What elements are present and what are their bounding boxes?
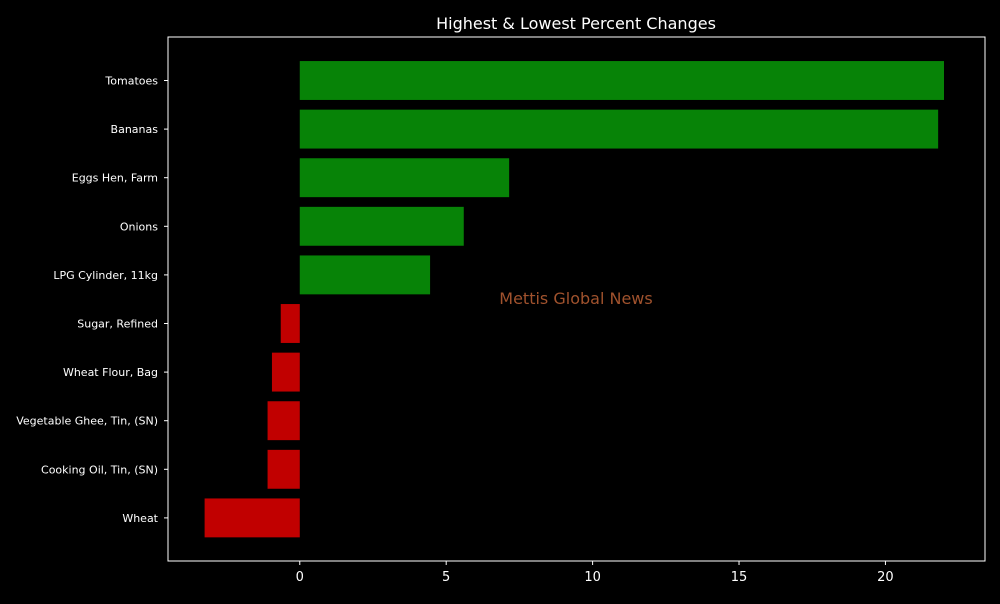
y-tick-label: Sugar, Refined bbox=[77, 318, 158, 331]
bar bbox=[271, 352, 300, 392]
chart-title: Highest & Lowest Percent Changes bbox=[436, 14, 716, 33]
y-tick-label: Vegetable Ghee, Tin, (SN) bbox=[16, 415, 158, 428]
bar bbox=[299, 206, 464, 246]
bar bbox=[299, 109, 939, 149]
y-tick-label: Onions bbox=[120, 220, 158, 233]
bar bbox=[299, 61, 945, 100]
x-tick-label: 5 bbox=[442, 570, 450, 585]
x-tick-label: 20 bbox=[877, 570, 894, 585]
bar bbox=[204, 498, 300, 538]
x-tick-label: 0 bbox=[296, 570, 304, 585]
bars-layer bbox=[204, 61, 945, 538]
y-tick-label: Wheat Flour, Bag bbox=[63, 366, 158, 379]
bar bbox=[299, 158, 510, 198]
bar bbox=[299, 255, 431, 295]
bar bbox=[267, 401, 300, 441]
watermark-text: Mettis Global News bbox=[499, 289, 652, 308]
y-tick-label: Cooking Oil, Tin, (SN) bbox=[41, 463, 158, 476]
y-tick-label: LPG Cylinder, 11kg bbox=[53, 269, 158, 282]
y-tick-label: Bananas bbox=[111, 123, 159, 136]
y-tick-label: Eggs Hen, Farm bbox=[72, 172, 158, 185]
bar bbox=[267, 449, 300, 489]
y-tick-label: Wheat bbox=[122, 512, 158, 525]
y-tick-labels: Tomatoes Bananas Eggs Hen, Farm Onions LPG C… bbox=[16, 75, 168, 525]
x-tick-label: 15 bbox=[731, 570, 748, 585]
y-tick-label: Tomatoes bbox=[104, 75, 158, 88]
x-tick-label: 10 bbox=[584, 570, 601, 585]
axes-frame bbox=[167, 36, 986, 562]
bar bbox=[280, 304, 300, 343]
x-tick-labels: 0 5 10 15 20 bbox=[296, 561, 894, 585]
